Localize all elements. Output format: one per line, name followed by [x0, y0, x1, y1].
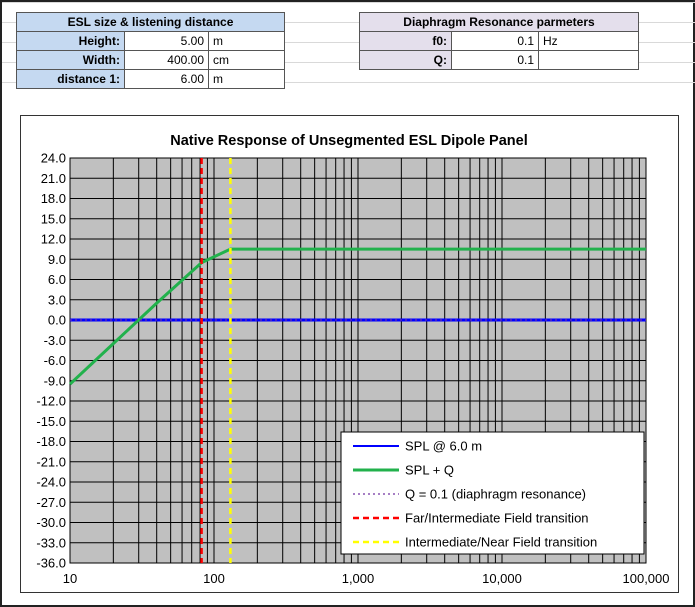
- height-label: Height:: [16, 31, 125, 51]
- q-label: Q:: [359, 50, 452, 70]
- x-tick-label: 10,000: [482, 571, 522, 586]
- y-tick-label: 3.0: [48, 292, 66, 307]
- x-tick-label: 100: [203, 571, 225, 586]
- y-tick-label: 21.0: [41, 171, 66, 186]
- distance-value-cell[interactable]: 6.00: [124, 69, 209, 89]
- height-value-cell[interactable]: 5.00: [124, 31, 209, 51]
- chart-frame[interactable]: Native Response of Unsegmented ESL Dipol…: [20, 115, 679, 593]
- width-value-cell[interactable]: 400.00: [124, 50, 209, 70]
- y-tick-label: -21.0: [36, 454, 66, 469]
- f0-label: f0:: [359, 31, 452, 51]
- f0-value-cell[interactable]: 0.1: [451, 31, 539, 51]
- y-tick-label: -6.0: [44, 353, 66, 368]
- esl-table-title: ESL size & listening distance: [16, 12, 285, 32]
- legend-label: Far/Intermediate Field transition: [405, 511, 589, 526]
- y-tick-label: -9.0: [44, 373, 66, 388]
- y-tick-label: 15.0: [41, 211, 66, 226]
- y-tick-label: -36.0: [36, 556, 66, 571]
- y-tick-label: 12.0: [41, 232, 66, 247]
- legend-label: Q = 0.1 (diaphragm resonance): [405, 487, 586, 502]
- y-tick-label: -24.0: [36, 475, 66, 490]
- q-unit: [538, 50, 639, 70]
- x-tick-label: 100,000: [623, 571, 670, 586]
- legend-label: SPL + Q: [405, 463, 454, 478]
- x-tick-label: 10: [63, 571, 77, 586]
- y-tick-label: -3.0: [44, 333, 66, 348]
- q-value-cell[interactable]: 0.1: [451, 50, 539, 70]
- distance-label: distance 1:: [16, 69, 125, 89]
- x-tick-label: 1,000: [342, 571, 375, 586]
- legend[interactable]: SPL @ 6.0 m SPL + Q Q = 0.1 (diaphragm res…: [340, 431, 645, 555]
- y-tick-label: -30.0: [36, 515, 66, 530]
- y-tick-label: -33.0: [36, 535, 66, 550]
- y-tick-label: -12.0: [36, 394, 66, 409]
- response-chart: Native Response of Unsegmented ESL Dipol…: [36, 133, 670, 586]
- legend-label: Intermediate/Near Field transition: [405, 535, 597, 550]
- y-tick-label: -15.0: [36, 414, 66, 429]
- y-tick-label: -27.0: [36, 495, 66, 510]
- diaphragm-resonance-table: Diaphragm Resonance parmeters f0: 0.1 Hz…: [359, 12, 639, 70]
- height-unit: m: [208, 31, 285, 51]
- esl-size-table: ESL size & listening distance Height: 5.…: [16, 12, 285, 89]
- width-label: Width:: [16, 50, 125, 70]
- y-tick-label: -18.0: [36, 434, 66, 449]
- f0-unit: Hz: [538, 31, 639, 51]
- diaphragm-table-title: Diaphragm Resonance parmeters: [359, 12, 639, 32]
- width-unit: cm: [208, 50, 285, 70]
- legend-box: [340, 431, 645, 555]
- distance-unit: m: [208, 69, 285, 89]
- y-tick-label: 6.0: [48, 272, 66, 287]
- y-tick-label: 24.0: [41, 151, 66, 166]
- y-tick-label: 9.0: [48, 252, 66, 267]
- series-line: [68, 247, 646, 386]
- y-tick-label: 0.0: [48, 313, 66, 328]
- y-tick-label: 18.0: [41, 191, 66, 206]
- chart-title: Native Response of Unsegmented ESL Dipol…: [170, 133, 528, 149]
- legend-label: SPL @ 6.0 m: [405, 439, 482, 454]
